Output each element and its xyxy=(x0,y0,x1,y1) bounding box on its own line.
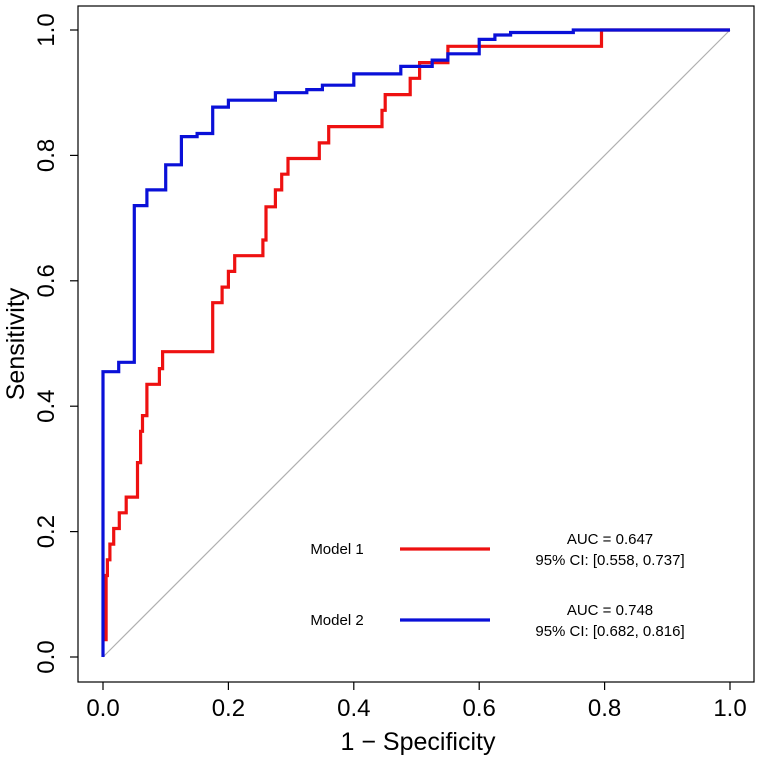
x-tick-label: 0.6 xyxy=(463,695,496,722)
legend-ci-model-2: 95% CI: [0.682, 0.816] xyxy=(535,623,684,640)
legend-label-model-1: Model 1 xyxy=(310,541,363,558)
x-tick-label: 0.4 xyxy=(337,695,370,722)
x-tick-label: 0.8 xyxy=(588,695,621,722)
plot-area: 0.0 0.2 0.4 0.6 0.8 1.0 0.0 0.2 0.4 0.6 0.8 1.0 xyxy=(33,5,755,722)
y-axis-title: Sensitivity xyxy=(2,287,30,400)
legend-auc-model-1: AUC = 0.647 xyxy=(567,531,653,548)
reference-diagonal xyxy=(102,29,731,658)
x-tick-label: 1.0 xyxy=(713,695,746,722)
y-tick-label: 0.2 xyxy=(33,515,60,548)
plot-frame xyxy=(77,5,755,683)
y-tick-label: 0.8 xyxy=(33,139,60,172)
y-tick-label: 0.4 xyxy=(33,390,60,423)
legend: Model 1 AUC = 0.647 95% CI: [0.558, 0.737]… xyxy=(310,531,684,640)
legend-ci-model-1: 95% CI: [0.558, 0.737] xyxy=(535,552,684,569)
legend-label-model-2: Model 2 xyxy=(310,612,363,629)
legend-auc-model-2: AUC = 0.748 xyxy=(567,602,653,619)
y-tick-label: 1.0 xyxy=(33,13,60,46)
roc-curve-model-2 xyxy=(101,28,730,657)
roc-curve-model-1 xyxy=(104,28,730,642)
x-tick-label: 0.2 xyxy=(212,695,245,722)
y-tick-label: 0.0 xyxy=(33,640,60,673)
x-axis-title: 1 − Specificity xyxy=(341,728,496,756)
x-tick-label: 0.0 xyxy=(86,695,119,722)
y-tick-label: 0.6 xyxy=(33,264,60,297)
